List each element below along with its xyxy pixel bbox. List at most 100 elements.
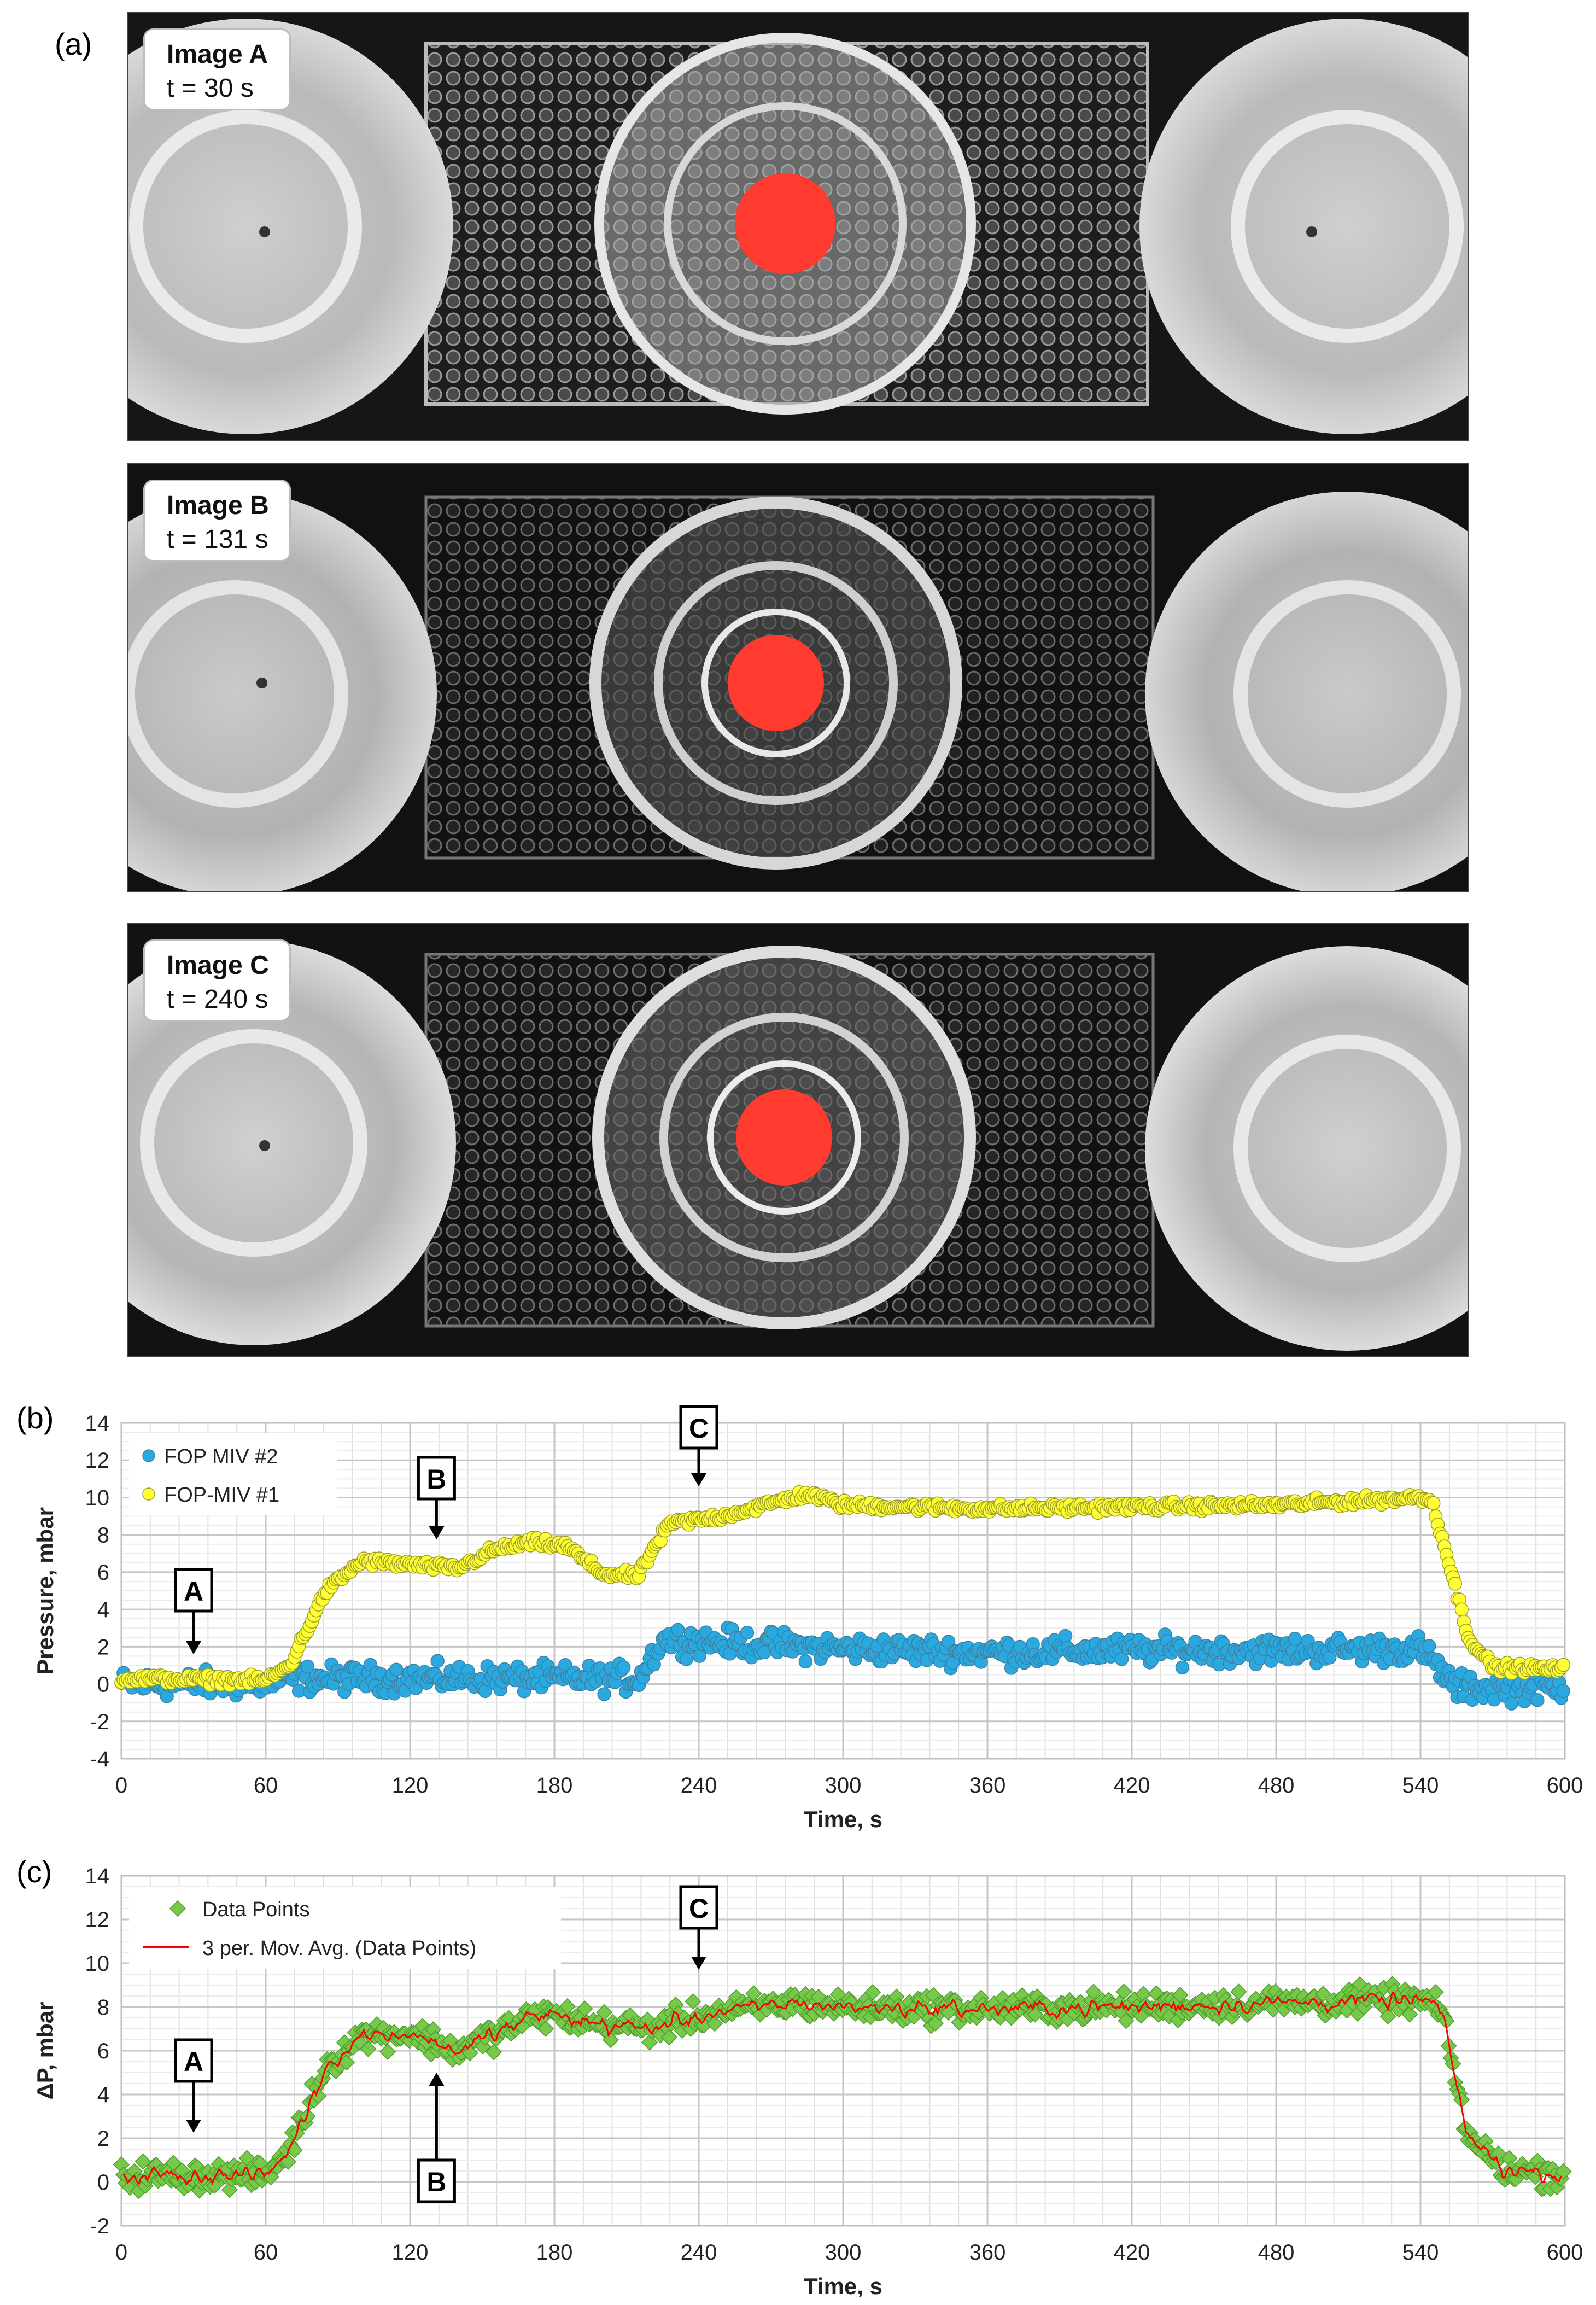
data-point (379, 2043, 396, 2060)
x-tick-label: 600 (1547, 1773, 1583, 1798)
plot-frame (120, 1875, 1566, 2227)
y-tick-label: 4 (97, 1598, 109, 1622)
callout-b: B (417, 2073, 456, 2203)
x-tick-label: 60 (254, 2240, 278, 2265)
data-point (641, 2034, 658, 2051)
image-c-photo: Image C t = 240 s (127, 923, 1469, 1357)
data-point (616, 1660, 631, 1675)
y-tick-label: 2 (97, 2127, 109, 2151)
image-a-time: t = 30 s (167, 74, 254, 103)
data-point (1556, 1684, 1571, 1699)
y-tick-label: 8 (97, 1995, 109, 2020)
legend-label: 3 per. Mov. Avg. (Data Points) (202, 1937, 476, 1960)
data-point (1175, 1660, 1190, 1674)
x-tick-label: 360 (969, 1773, 1006, 1798)
data-point (1401, 2006, 1418, 2023)
data-point (1448, 1577, 1463, 1591)
y-tick-label: 8 (97, 1524, 109, 1548)
image-c-title: Image C (167, 951, 269, 980)
x-tick-label: 0 (115, 2240, 127, 2265)
legend: Data Points 3 per. Mov. Avg. (Data Points… (129, 1887, 561, 1969)
callout-box (417, 1456, 456, 1501)
callout-label: B (426, 2167, 446, 2197)
data-point (1118, 2012, 1135, 2029)
legend-label: FOP-MIV #1 (164, 1484, 279, 1507)
image-b-photo: Image B t = 131 s (127, 463, 1469, 892)
callout-label: A (184, 1576, 203, 1607)
data-point (798, 1654, 813, 1669)
data-point (1230, 1983, 1247, 2000)
chart-c-svg: 0 60 120 180 240 300 360 420 480 540 600-202468101… (32, 1864, 1583, 2297)
y-axis-label: Pressure, mbar (32, 1507, 58, 1674)
image-c-caption: Image C t = 240 s (143, 939, 291, 1022)
x-tick-label: 120 (392, 1773, 429, 1798)
image-a-title: Image A (167, 40, 268, 69)
x-tick-label: 240 (681, 2240, 717, 2265)
callout-c: C (679, 1885, 718, 1970)
data-point (1058, 1629, 1073, 1643)
legend-box (129, 1433, 337, 1515)
x-axis-label: Time, s (804, 1806, 882, 1832)
data-point (338, 2054, 355, 2071)
data-point (1422, 1639, 1436, 1653)
x-tick-label: 360 (969, 2240, 1006, 2265)
legend-label: FOP MIV #2 (164, 1445, 278, 1468)
callout-a: A (174, 2038, 213, 2133)
y-tick-label: 10 (85, 1486, 110, 1510)
y-tick-label: 14 (85, 1411, 110, 1435)
image-a-caption: Image A t = 30 s (143, 28, 291, 110)
x-tick-label: 240 (681, 1773, 717, 1798)
chart-c: 0 60 120 180 240 300 360 420 480 540 600 -2 0 2 4 6 8 10 1… (0, 1848, 1596, 2297)
data-point (1530, 1693, 1545, 1707)
x-tick-label: 0 (115, 1773, 127, 1798)
callout-arrow-head (186, 1641, 201, 1654)
data-point (864, 1984, 881, 2001)
x-tick-label: 540 (1402, 1773, 1439, 1798)
legend: FOP MIV #2 FOP-MIV #1 (129, 1433, 337, 1515)
chart-b: 0 60 120 180 240 300 360 420 480 540 600 -4 -2 0 2 4 6 8 1… (0, 1394, 1596, 1837)
image-a-photo: Image A t = 30 s (127, 12, 1469, 441)
y-tick-label: 10 (85, 1952, 110, 1976)
callout-label: C (689, 1893, 709, 1924)
data-point (596, 2004, 613, 2021)
series-moving-average (122, 1991, 1562, 2186)
x-tick-label: 120 (392, 2240, 429, 2265)
image-b-caption: Image B t = 131 s (143, 480, 291, 562)
data-point (430, 1654, 445, 1668)
data-point (221, 2181, 238, 2198)
x-axis-label: Time, s (804, 2273, 882, 2297)
callout-box (679, 1405, 718, 1450)
panel-b-label: (b) (16, 1400, 54, 1435)
data-point (165, 2155, 182, 2172)
data-point (706, 2015, 723, 2032)
x-tick-label: 300 (825, 1773, 862, 1798)
panel-c-label: (c) (16, 1854, 52, 1889)
data-point (389, 1662, 404, 1677)
red-drop (735, 173, 835, 274)
x-tick-label: 180 (536, 1773, 573, 1798)
data-point (461, 2045, 478, 2062)
image-b-time: t = 131 s (167, 525, 268, 554)
x-tick-label: 480 (1258, 1773, 1295, 1798)
image-b-title: Image B (167, 491, 269, 520)
callout-label: C (689, 1413, 709, 1444)
data-point (1379, 2008, 1396, 2025)
y-tick-label: 0 (97, 1673, 109, 1697)
legend-box (129, 1887, 561, 1969)
callout-arrow-head (429, 1526, 445, 1539)
data-point (1314, 1986, 1331, 2003)
x-tick-label: 300 (825, 2240, 862, 2265)
red-drop-c (736, 1089, 832, 1186)
data-point (1427, 1496, 1441, 1510)
x-tick-label: 420 (1114, 1773, 1150, 1798)
plot-frame (120, 1422, 1566, 1760)
data-point (1115, 1983, 1132, 2000)
data-point (1114, 1652, 1129, 1666)
callout-c: C (679, 1405, 718, 1486)
data-point (576, 2000, 593, 2017)
y-tick-label: -2 (90, 2214, 109, 2238)
y-tick-label: 0 (97, 2170, 109, 2195)
legend-marker (169, 1900, 186, 1917)
chart-b-svg: 0 60 120 180 240 300 360 420 480 540 600 -4 -2 0 2 4 6 8 1… (32, 1405, 1583, 1832)
data-point (1555, 2163, 1572, 2180)
